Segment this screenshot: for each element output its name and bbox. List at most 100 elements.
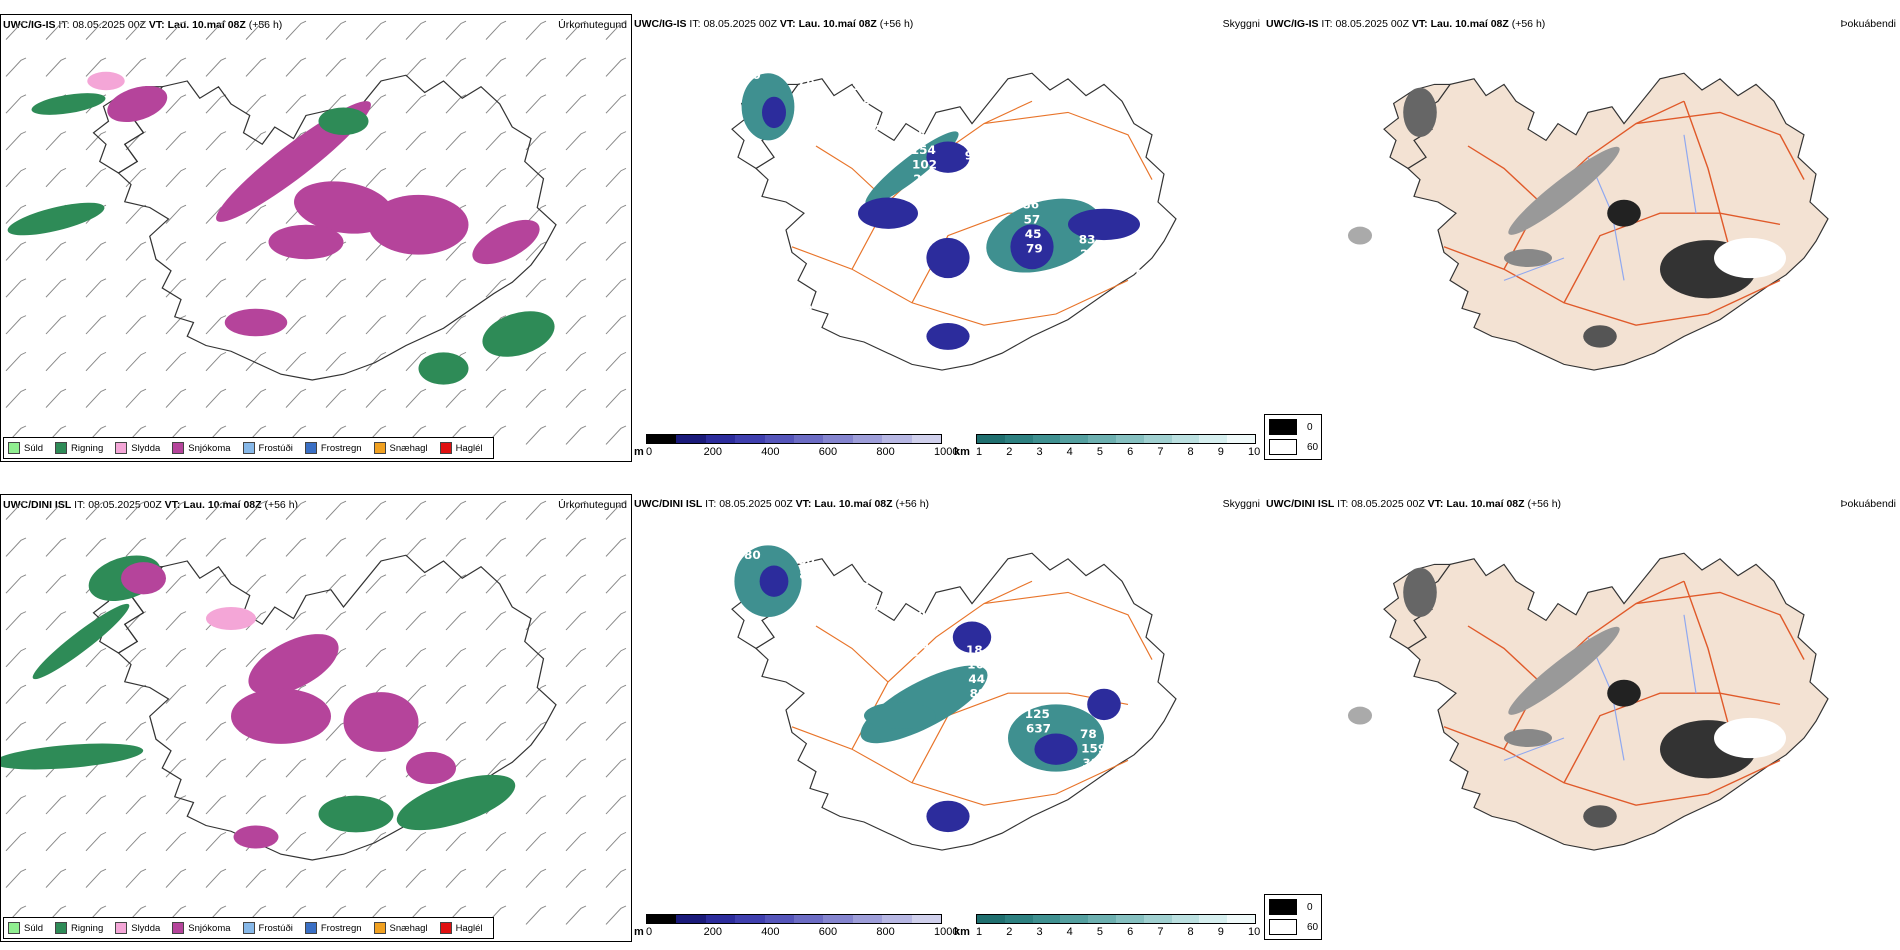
cloud-base-label: 102: [912, 158, 937, 172]
legend-swatch: [55, 922, 68, 934]
wind-barb: [125, 611, 147, 631]
wind-barb: [245, 57, 267, 77]
precip-area: [1087, 688, 1121, 721]
wind-barb: [565, 94, 587, 114]
iceland-map: [1, 500, 627, 925]
cloud-base-label: 10: [796, 302, 813, 316]
wind-barb: [325, 868, 347, 888]
wind-barb: [365, 388, 387, 408]
wind-barb: [405, 131, 427, 151]
legend-swatch: [373, 922, 386, 934]
wind-barb: [325, 831, 347, 852]
cloud-base-label: 167: [856, 603, 881, 617]
wind-barb: [445, 831, 467, 852]
cloud-base-label: 79: [1022, 678, 1039, 692]
precip-area: [1508, 146, 1620, 235]
wind-barb: [605, 315, 627, 335]
cloud-map: 8013228323388637383478816756441251591078…: [731, 545, 1177, 851]
colorbar-segment: [794, 435, 824, 443]
cloud-base-label: 167: [911, 623, 936, 637]
colorbar-tick: 4: [1066, 446, 1073, 458]
colorbar-segment: [764, 915, 795, 923]
wind-barb: [525, 868, 547, 888]
colorbar-segment: [1199, 915, 1228, 923]
wind-barb: [85, 351, 107, 372]
wind-barb: [525, 500, 547, 520]
cloud-base-label: 233: [913, 652, 938, 666]
wind-barb: [445, 20, 467, 40]
legend-item: Haglél: [439, 442, 483, 454]
legend-item: Snæhagl: [373, 922, 428, 934]
fog-map: [1348, 72, 1829, 371]
wind-barb: [525, 278, 547, 298]
wind-barb: [445, 388, 467, 408]
precip-area: [759, 565, 789, 597]
wind-barb: [565, 500, 587, 520]
fog-panel-title: Þokuábendi: [1840, 18, 1896, 30]
precip-area: [294, 181, 393, 234]
wind-barb: [565, 574, 587, 594]
wind-barb: [565, 204, 587, 224]
colorbar-tick: 8: [1187, 446, 1194, 458]
wind-barb: [45, 20, 67, 40]
model-name: UWC/IG-IS: [634, 18, 687, 30]
cloud-base-label: 403: [854, 109, 879, 123]
wind-barb: [85, 795, 107, 815]
cloud-base-label: 125: [1025, 707, 1050, 721]
wind-barb: [5, 388, 27, 408]
wind-barb: [525, 94, 547, 114]
wind-barb: [5, 241, 27, 261]
wind-barb: [205, 537, 227, 557]
cloud-base-label: 99: [910, 609, 927, 623]
wind-barb: [45, 574, 67, 594]
cloud-base-label: 62: [967, 178, 984, 192]
colorbar-tick: 7: [1157, 446, 1164, 458]
wind-barb: [125, 57, 147, 77]
wind-barb: [525, 131, 547, 151]
cloud-base-label: 45: [1025, 227, 1042, 241]
wind-barb: [605, 721, 627, 741]
cloud-base-label: 161: [967, 658, 992, 672]
road: [1563, 212, 1781, 304]
wind-barb: [85, 57, 107, 77]
cloud-base-label: 16: [1081, 262, 1098, 276]
precip-area: [1, 743, 144, 770]
legend-item: Súld: [8, 442, 43, 454]
legend-swatch: [115, 922, 128, 934]
wind-barb: [565, 278, 587, 298]
panel-header: UWC/DINI ISL IT: 08.05.2025 00Z VT: Lau.…: [634, 498, 929, 510]
wind-barb: [605, 351, 627, 372]
wind-barb: [5, 94, 27, 114]
wind-barb: [205, 131, 227, 151]
wind-barb: [525, 758, 547, 778]
colorbar-segment: [764, 435, 795, 443]
wind-barb: [565, 868, 587, 888]
precip-area: [268, 224, 344, 260]
colorbar-scale: [976, 914, 1256, 924]
wind-barb: [85, 537, 107, 557]
wind-barb: [525, 351, 547, 372]
wind-barb: [525, 425, 547, 445]
wind-barb: [165, 611, 187, 631]
wind-barb: [405, 647, 427, 668]
wind-barb: [605, 868, 627, 888]
colorbar-tick: 1000: [934, 926, 959, 938]
wind-barb: [365, 500, 387, 520]
wind-barb: [365, 868, 387, 888]
wind-barb: [485, 167, 507, 188]
cloud-base-panel: UWC/DINI ISL IT: 08.05.2025 00Z VT: Lau.…: [632, 494, 1264, 942]
vt-value: Lau. 10.maí 08Z: [1430, 18, 1509, 30]
colorbar-tick: 600: [818, 926, 838, 938]
wind-barb: [485, 831, 507, 852]
wind-barb: [205, 57, 227, 77]
wind-barb: [325, 574, 347, 594]
colorbar-segment: [1143, 435, 1172, 443]
cloud-base-label: 98: [1024, 693, 1041, 707]
cloud-base-label: 347: [1139, 791, 1164, 805]
wind-barb: [405, 57, 427, 77]
wind-barb: [405, 868, 427, 888]
cloud-base-label: 44: [968, 673, 985, 687]
wind-barb: [245, 647, 267, 668]
wind-barb: [245, 388, 267, 408]
colorbar-tick: 0: [646, 926, 653, 938]
